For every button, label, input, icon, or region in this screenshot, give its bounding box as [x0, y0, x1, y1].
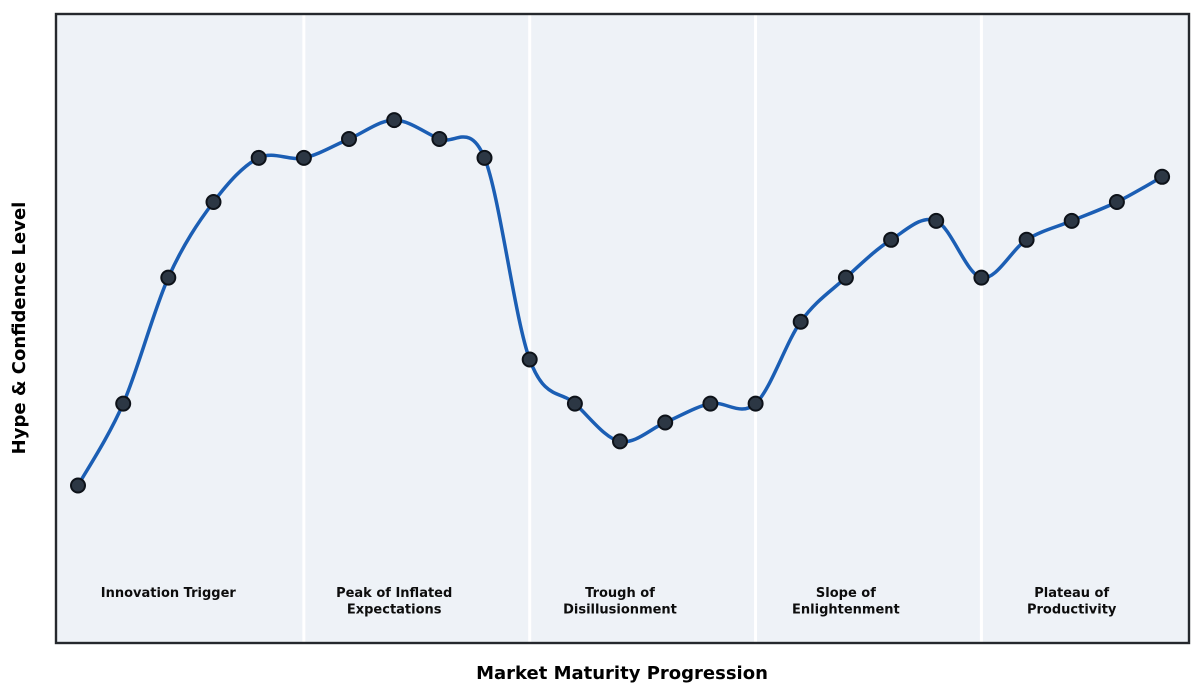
data-point-marker — [973, 269, 990, 286]
data-point-marker — [386, 112, 403, 129]
data-point-marker — [1108, 194, 1125, 210]
data-point-marker — [521, 351, 538, 368]
phase-label: Innovation Trigger — [101, 586, 237, 601]
phase-label: Plateau of Productivity — [1027, 586, 1117, 618]
data-point-marker — [70, 477, 86, 494]
plot-area — [56, 14, 1189, 643]
hype-curve-line — [76, 118, 1164, 488]
x-axis-title: Market Maturity Progression — [476, 663, 768, 684]
plot-background-group — [56, 14, 1189, 643]
data-point-marker — [792, 313, 809, 330]
data-point-marker — [883, 231, 900, 248]
phase-label: Peak of Inflated Expectations — [336, 586, 452, 618]
data-point-marker — [657, 414, 674, 431]
data-point-marker — [115, 395, 132, 412]
markers-group — [70, 112, 1171, 494]
data-point-marker — [837, 269, 854, 286]
data-point-marker — [295, 149, 312, 166]
plot-frame-group — [54, 12, 1191, 645]
series-group — [76, 118, 1164, 488]
phase-labels-group: Innovation Trigger Peak of Inflated Expect… — [101, 586, 1117, 618]
phase-label: Trough of Disillusionment — [563, 586, 677, 618]
data-point-marker — [205, 194, 222, 210]
plot-frame — [54, 12, 1191, 645]
data-point-marker — [476, 149, 493, 166]
data-point-marker — [250, 149, 267, 166]
data-point-marker — [1018, 231, 1035, 248]
data-point-marker — [747, 395, 764, 412]
data-point-marker — [160, 269, 177, 286]
phase-separators-group — [302, 15, 983, 642]
data-point-marker — [702, 395, 719, 412]
data-point-marker — [431, 131, 448, 147]
data-point-marker — [566, 395, 583, 412]
data-point-marker — [341, 131, 357, 147]
data-point-marker — [612, 433, 628, 450]
phase-label: Slope of Enlightenment — [792, 586, 900, 618]
data-point-marker — [928, 212, 945, 229]
y-axis-title: Hype & Confidence Level — [9, 202, 30, 455]
data-point-marker — [1154, 168, 1171, 185]
data-point-marker — [1063, 212, 1080, 229]
